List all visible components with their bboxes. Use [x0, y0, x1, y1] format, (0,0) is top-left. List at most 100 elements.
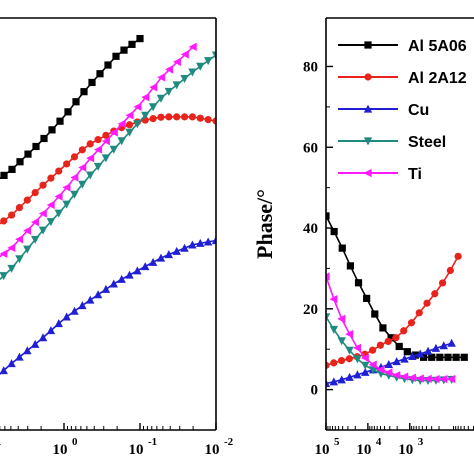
data-point	[180, 243, 189, 252]
data-point	[180, 113, 189, 121]
data-point	[70, 306, 79, 315]
data-point	[141, 262, 150, 271]
data-point	[337, 337, 346, 346]
series-line	[0, 54, 216, 281]
data-point	[452, 353, 460, 361]
data-point	[326, 379, 331, 388]
data-point	[0, 272, 8, 281]
data-point	[337, 357, 346, 365]
data-point	[444, 353, 452, 361]
data-point	[54, 209, 63, 218]
data-point	[203, 57, 213, 66]
data-point	[62, 200, 71, 209]
data-point	[416, 349, 425, 358]
data-point	[439, 374, 448, 384]
x-tick-label: 10	[356, 442, 371, 458]
data-point	[31, 188, 39, 197]
left-x-ticks: 10110010-110-2	[0, 423, 234, 458]
data-point	[141, 93, 150, 102]
data-point	[40, 134, 48, 143]
legend-entry: Steel	[338, 134, 446, 151]
data-point	[363, 294, 371, 303]
x-tick-exponent: 0	[72, 436, 78, 448]
data-point	[361, 361, 370, 370]
data-point	[117, 119, 126, 129]
data-point	[211, 236, 216, 245]
data-point	[96, 70, 104, 78]
data-point	[447, 374, 456, 384]
data-point	[346, 262, 354, 270]
x-tick-exponent: 4	[376, 436, 382, 448]
x-tick-exponent: 5	[334, 436, 340, 448]
data-point	[353, 370, 362, 379]
legend-marker	[363, 137, 373, 146]
data-point	[376, 365, 385, 374]
legend-entry: Ti	[338, 166, 422, 183]
data-point	[15, 203, 24, 212]
data-point	[109, 279, 118, 288]
data-point	[196, 62, 205, 71]
data-point	[165, 65, 174, 74]
data-point	[93, 290, 103, 299]
data-point	[431, 343, 441, 352]
data-point	[172, 57, 181, 67]
right-panel: 0 20 40 60 80 10 5 10 4 10 3 Phase/° Al 5A06 Al 2A…	[252, 17, 474, 458]
data-point	[369, 346, 377, 354]
legend-marker	[363, 168, 372, 178]
data-point	[415, 309, 423, 317]
data-point	[337, 375, 346, 384]
data-point	[431, 290, 439, 298]
data-point	[46, 326, 56, 335]
data-point	[23, 226, 32, 235]
legend-entry: Al 2A12	[338, 70, 467, 87]
data-point	[117, 274, 126, 283]
data-point	[109, 145, 118, 154]
data-point	[376, 341, 385, 349]
data-point	[204, 115, 212, 124]
data-point	[379, 324, 387, 332]
data-point	[330, 227, 338, 236]
data-point	[78, 180, 87, 189]
data-point	[326, 361, 330, 369]
data-point	[460, 353, 468, 361]
x-tick-label: 10	[315, 442, 330, 458]
series-line	[0, 239, 216, 375]
data-point	[407, 319, 416, 327]
data-point	[361, 367, 370, 376]
data-point	[203, 237, 213, 246]
data-point	[125, 270, 134, 279]
data-point	[23, 245, 32, 254]
data-point	[345, 355, 353, 363]
data-point	[54, 319, 63, 328]
data-point	[86, 153, 95, 163]
data-point	[7, 243, 16, 253]
y-tick-label: 40	[303, 221, 318, 237]
data-point	[0, 217, 8, 225]
data-point	[196, 114, 204, 122]
data-point	[345, 329, 354, 339]
data-point	[423, 299, 431, 307]
data-point	[112, 52, 120, 60]
data-point	[345, 372, 354, 381]
data-point	[157, 113, 165, 121]
data-point	[125, 111, 134, 120]
data-point	[329, 294, 338, 304]
data-point	[326, 313, 331, 322]
data-point	[387, 334, 395, 342]
data-point	[30, 217, 39, 227]
data-point	[211, 51, 216, 60]
data-point	[188, 42, 197, 52]
data-point	[23, 346, 32, 355]
data-point	[46, 200, 55, 210]
data-point	[400, 372, 409, 381]
legend: Al 5A06 Al 2A12 Cu Steel Ti	[338, 38, 467, 183]
data-point	[338, 244, 346, 252]
data-point	[133, 266, 142, 275]
data-point	[196, 238, 205, 247]
data-point	[64, 108, 72, 116]
data-point	[149, 83, 158, 92]
data-point	[337, 314, 346, 324]
y-tick-label: 60	[303, 140, 318, 156]
data-point	[128, 40, 136, 48]
data-point	[156, 253, 166, 262]
